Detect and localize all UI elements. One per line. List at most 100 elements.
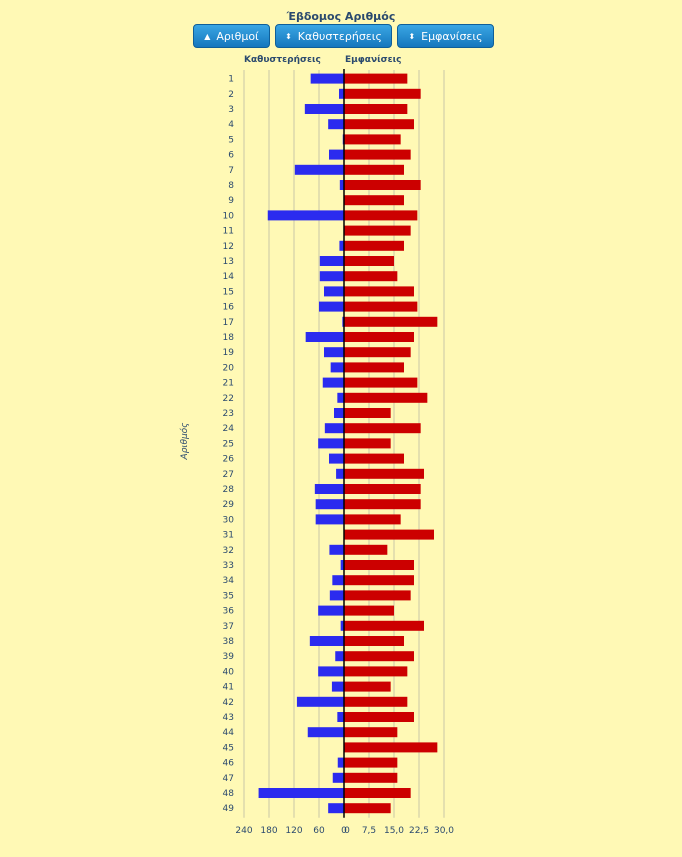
sort-toolbar: ▲ Αριθμοί ⬍ Καθυστερήσεις ⬍ Εμφανίσεις	[0, 24, 682, 50]
appearance-bar	[344, 286, 414, 297]
appearance-bar	[344, 484, 421, 494]
sort-by-number-button[interactable]: ▲ Αριθμοί	[193, 24, 270, 48]
appearance-bar	[344, 164, 404, 175]
category-label: 2	[228, 90, 234, 100]
category-label: 42	[223, 698, 234, 708]
category-label: 43	[223, 713, 234, 723]
delay-axis-tick-label: 0	[341, 826, 347, 836]
appearance-bar	[344, 468, 424, 479]
category-label: 9	[228, 196, 234, 206]
delay-bar	[315, 499, 344, 510]
delay-bar	[319, 256, 344, 266]
category-label: 27	[223, 470, 234, 480]
delay-bar	[305, 332, 344, 342]
delay-axis-tick-label: 240	[235, 826, 252, 836]
category-label: 33	[223, 561, 234, 571]
appearance-bar	[344, 73, 408, 84]
appearance-bar	[344, 529, 434, 540]
appearance-bar	[344, 271, 398, 282]
category-label: 13	[223, 257, 234, 267]
sort-both-icon: ⬍	[285, 31, 292, 41]
appearance-bar	[344, 347, 411, 358]
appearance-bar	[344, 180, 421, 190]
appearance-bar	[344, 104, 408, 114]
appearance-bar	[344, 651, 414, 662]
appearance-bar	[344, 514, 401, 525]
appearance-bar	[344, 210, 418, 221]
category-label: 19	[223, 348, 235, 358]
category-label: 23	[223, 409, 234, 419]
appearance-bar	[344, 742, 438, 753]
category-label: 14	[223, 272, 235, 282]
category-label: 5	[228, 135, 234, 145]
delay-bar	[340, 560, 344, 570]
delay-bar	[324, 423, 344, 434]
sort-by-delays-button[interactable]: ⬍ Καθυστερήσεις	[275, 24, 392, 48]
category-label: 48	[223, 789, 235, 799]
appearance-axis-tick-label: 0	[344, 826, 350, 836]
delay-bar	[339, 88, 344, 99]
sort-by-delays-label: Καθυστερήσεις	[297, 29, 382, 43]
category-label: 30	[223, 515, 235, 525]
appearance-bar	[344, 362, 404, 373]
appearance-bar	[344, 605, 394, 616]
category-label: 21	[223, 379, 234, 389]
sort-up-icon: ▲	[204, 31, 211, 41]
delay-bar	[294, 164, 344, 175]
category-label: 16	[223, 303, 235, 313]
delay-bar	[337, 712, 344, 722]
delay-bar	[324, 347, 344, 358]
category-label: 36	[223, 607, 235, 617]
category-label: 20	[223, 363, 235, 373]
category-label: 35	[223, 591, 234, 601]
category-label: 29	[223, 500, 235, 510]
sort-by-appearances-button[interactable]: ⬍ Εμφανίσεις	[397, 24, 494, 48]
delay-axis-tick-label: 60	[313, 826, 325, 836]
category-label: 40	[223, 667, 235, 677]
delay-bar	[337, 757, 344, 768]
appearance-bar	[344, 195, 404, 206]
category-label: 18	[223, 333, 235, 343]
delay-bar	[318, 438, 344, 449]
category-label: 28	[223, 485, 235, 495]
category-label: 45	[223, 743, 234, 753]
appearance-bar	[344, 666, 408, 677]
appearance-bar	[344, 788, 411, 798]
appearance-bar	[344, 453, 404, 464]
appearance-bar	[344, 225, 411, 236]
delay-bar	[318, 666, 344, 677]
category-label: 8	[228, 181, 234, 191]
category-label: 17	[223, 318, 234, 328]
delay-bar	[336, 468, 344, 479]
delay-bar	[329, 590, 344, 601]
delay-bar	[267, 210, 344, 221]
appearances-series-header: Εμφανίσεις	[345, 55, 402, 65]
appearance-bar	[344, 301, 418, 312]
appearance-bar	[344, 590, 411, 601]
category-label: 38	[223, 637, 235, 647]
sort-by-appearances-label: Εμφανίσεις	[421, 29, 483, 43]
category-label: 6	[228, 151, 234, 161]
appearance-bar	[344, 377, 418, 388]
category-label: 24	[223, 424, 235, 434]
appearance-bar	[344, 544, 388, 555]
category-label: 22	[223, 394, 234, 404]
appearance-bar	[344, 803, 391, 814]
category-label: 31	[223, 531, 234, 541]
delay-bar	[328, 119, 344, 130]
appearance-bar	[344, 575, 414, 586]
delay-bar	[318, 605, 344, 616]
delay-bar	[319, 301, 344, 312]
delay-bar	[322, 377, 344, 388]
category-label: 46	[223, 759, 235, 769]
sort-by-number-label: Αριθμοί	[216, 29, 259, 43]
delay-bar	[332, 772, 344, 783]
appearance-bar	[344, 620, 424, 631]
delay-axis-tick-label: 120	[285, 826, 302, 836]
category-label: 49	[223, 804, 235, 814]
delay-bar	[296, 696, 344, 707]
category-label: 3	[228, 105, 234, 115]
delay-bar	[315, 514, 344, 525]
appearance-axis-tick-label: 22,5	[409, 826, 429, 836]
delay-axis-tick-label: 180	[260, 826, 277, 836]
